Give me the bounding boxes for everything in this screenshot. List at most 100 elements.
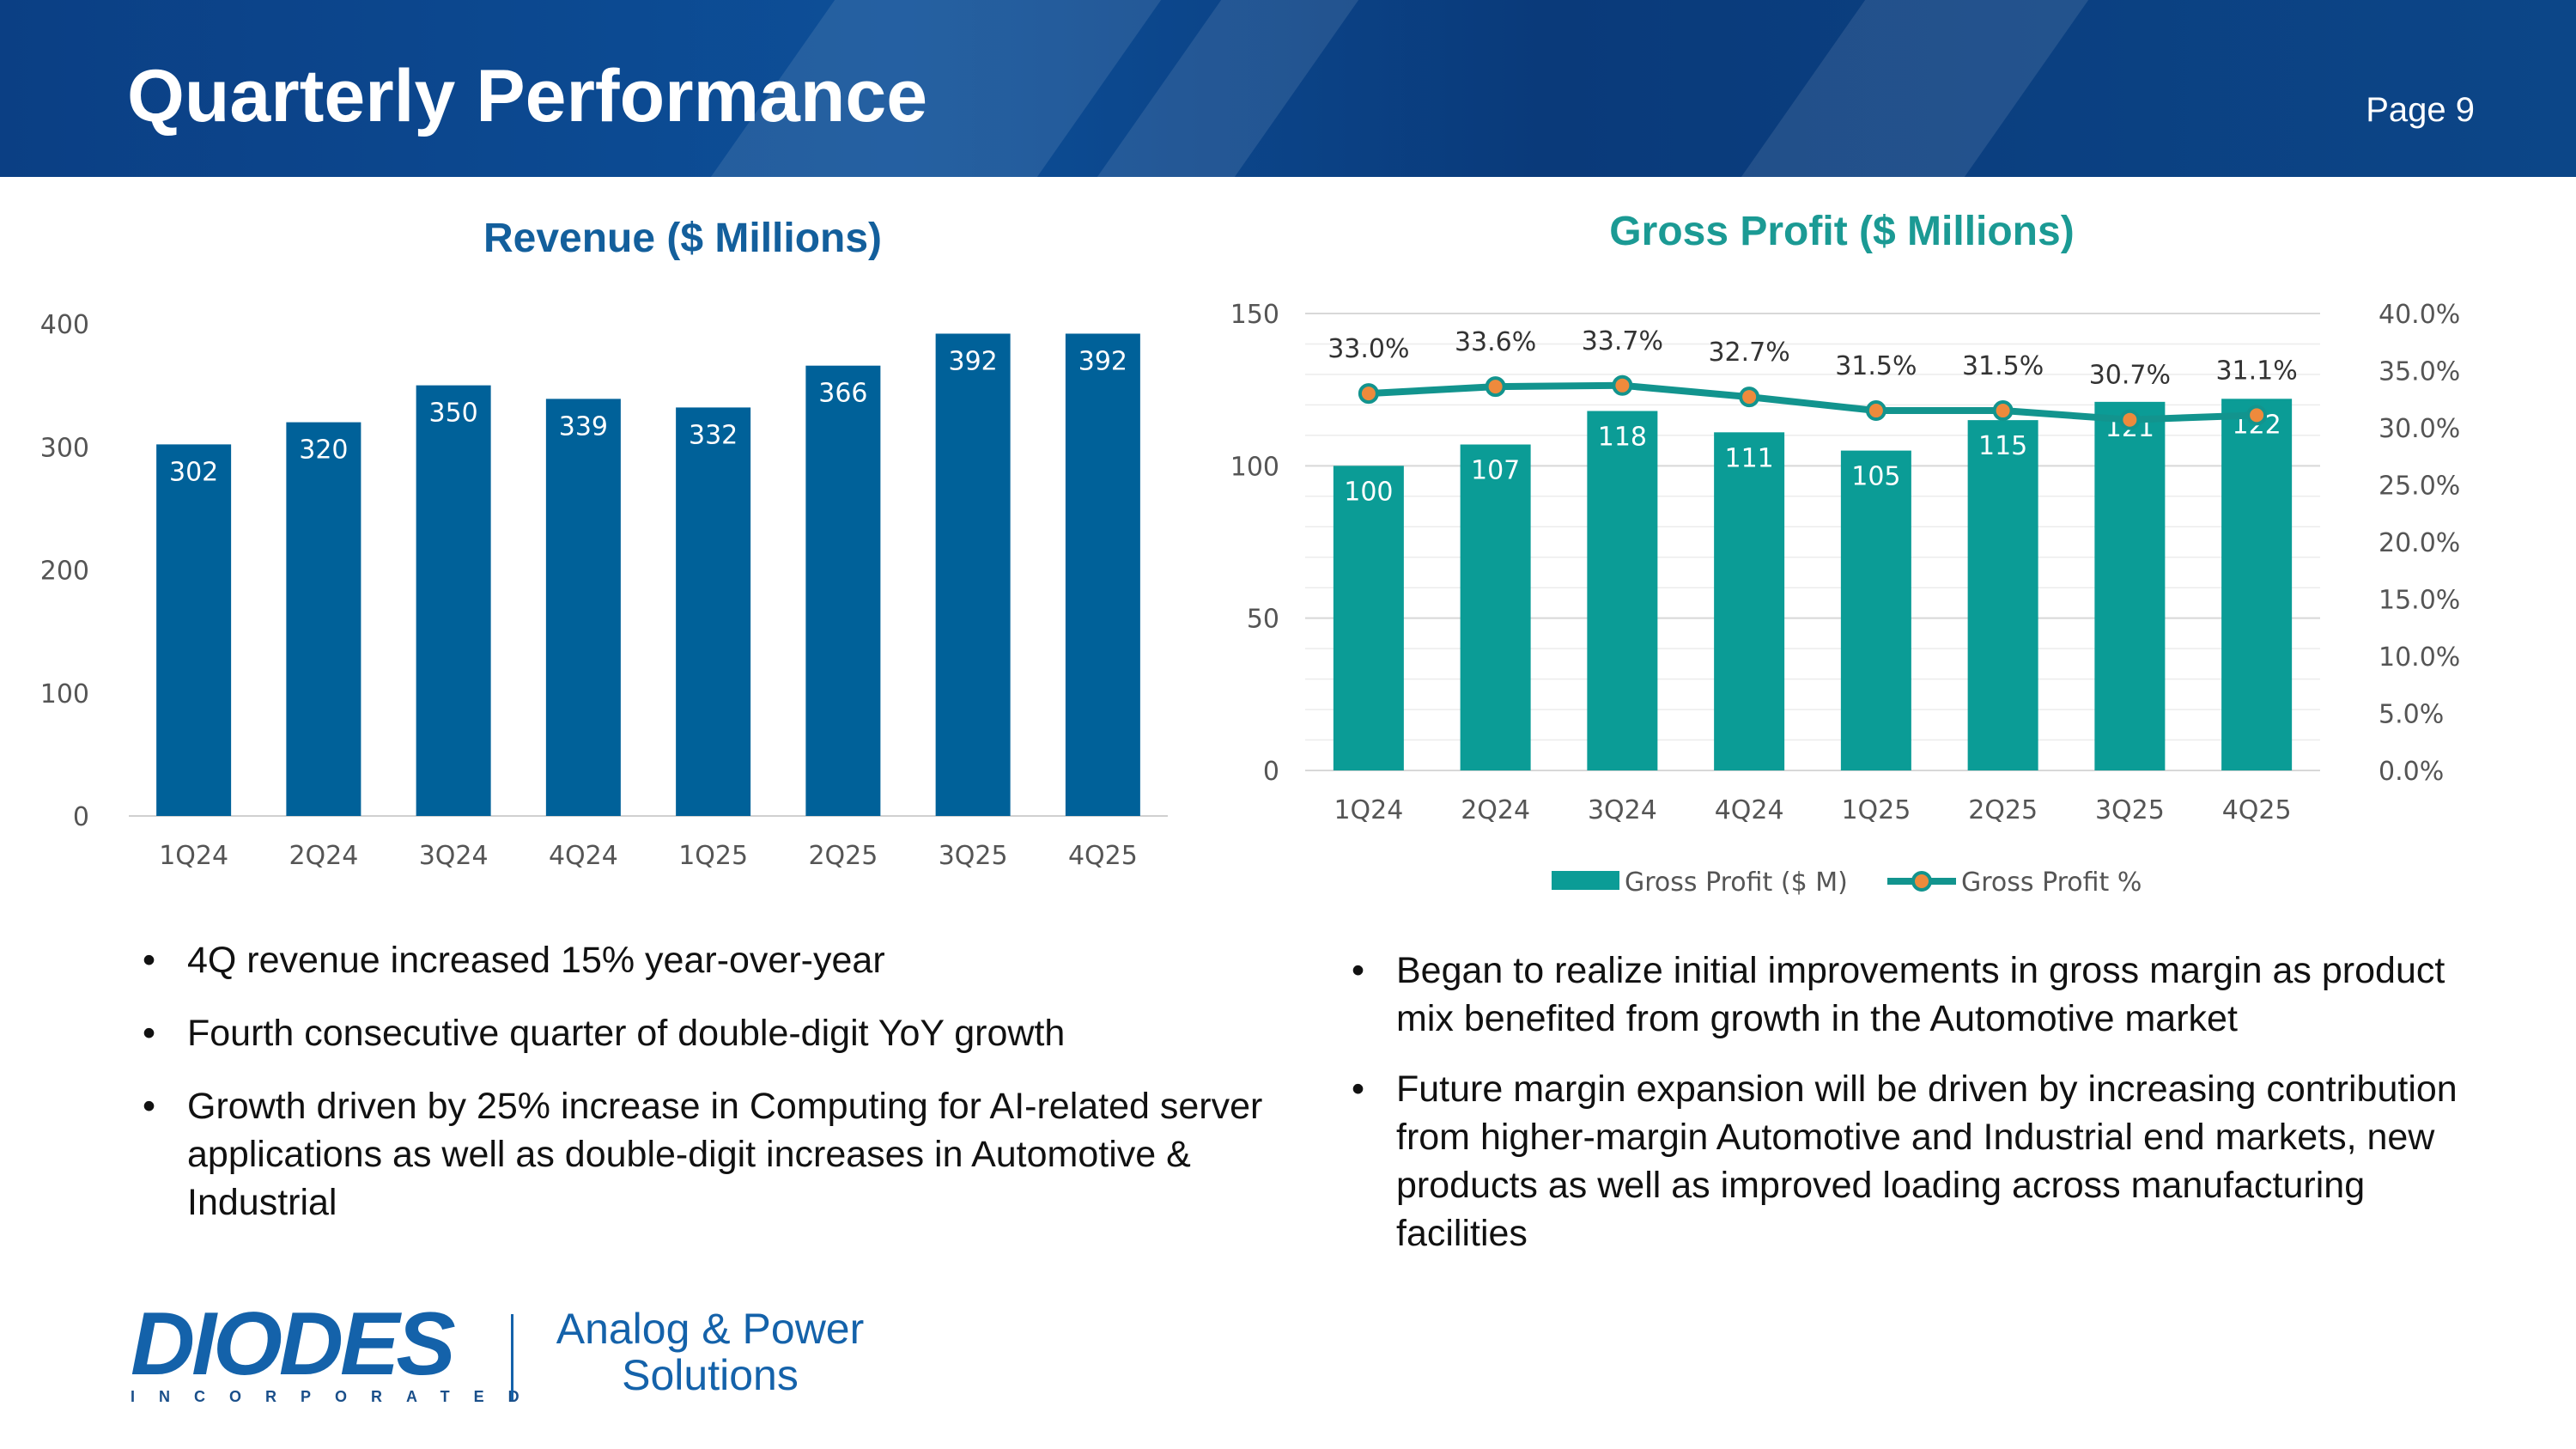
header-banner: Quarterly Performance Page 9 [0,0,2576,177]
logo-wordmark: DIODES [131,1294,456,1394]
revenue-y-tick-label: 300 [40,433,89,463]
revenue-bar [416,385,491,816]
gross-profit-y2-tick-label: 35.0% [2379,357,2460,387]
gross-profit-x-tick-label: 1Q24 [1334,795,1403,825]
gross-profit-bar [1967,420,2038,770]
gross-profit-x-tick-label: 2Q24 [1461,795,1530,825]
revenue-bullet: Growth driven by 25% increase in Computi… [137,1082,1271,1227]
revenue-x-tick-label: 1Q24 [159,841,228,871]
gross-profit-bar [2094,401,2166,770]
gross-profit-bar-label: 105 [1851,462,1900,492]
legend-bar-label: Gross Profit ($ M) [1625,868,1848,898]
revenue-bar [805,365,881,817]
revenue-x-tick-label: 4Q25 [1068,841,1138,871]
gross-profit-percent-label: 31.1% [2215,356,2297,386]
gross-profit-x-tick-label: 1Q25 [1841,795,1911,825]
gross-profit-bar [1840,450,1911,770]
revenue-bar [156,444,232,816]
revenue-bar [286,422,361,816]
gross-profit-y2-tick-label: 10.0% [2379,642,2460,673]
revenue-chart-title: Revenue ($ Millions) [483,216,883,261]
gross-profit-percent-label: 31.5% [1962,351,2044,381]
gross-profit-x-tick-label: 2Q25 [1968,795,2038,825]
gross-profit-y2-tick-label: 5.0% [2379,700,2444,730]
gross-profit-percent-label: 32.7% [1708,338,1789,368]
revenue-y-tick-label: 200 [40,557,89,587]
revenue-bar-label: 366 [818,379,867,409]
gross-profit-x-tick-label: 3Q24 [1588,795,1657,825]
gross-profit-percent-line [1368,381,2257,423]
gross-profit-y2-tick-label: 20.0% [2379,528,2460,558]
company-tagline: Analog & Power Solutions [556,1305,865,1399]
gross-profit-percent-marker [1865,400,1886,422]
gross-profit-y2-tick-label: 15.0% [2379,586,2460,616]
gross-profit-y-tick-label: 0 [1263,757,1279,787]
logo-divider [511,1314,513,1400]
gross-profit-bullet: Future margin expansion will be driven b… [1346,1065,2463,1257]
gross-profit-percent-marker [1992,400,2014,422]
gross-profit-y2-tick-label: 30.0% [2379,414,2460,444]
revenue-bar-label: 302 [169,457,218,487]
gross-profit-chart-title: Gross Profit ($ Millions) [1609,209,2075,254]
legend-line-label: Gross Profit % [1961,868,2142,898]
revenue-x-tick-label: 2Q24 [289,841,358,871]
gross-profit-percent-marker [1739,387,1760,408]
revenue-bar [1065,333,1140,817]
revenue-x-tick-label: 3Q25 [939,841,1008,871]
gross-profit-percent-label: 30.7% [2089,361,2171,391]
revenue-bar-label: 332 [689,420,738,450]
revenue-bar [935,333,1011,817]
gross-profit-bar-label: 118 [1598,422,1647,452]
revenue-bar-label: 392 [948,346,997,376]
company-logo: DIODES INCORPORATED [131,1294,544,1406]
page-number: Page 9 [2366,91,2475,129]
page-title: Quarterly Performance [127,55,928,137]
revenue-bar [545,399,621,816]
gross-profit-bar-label: 100 [1344,477,1393,507]
revenue-bar-label: 350 [428,399,477,429]
revenue-y-tick-label: 0 [73,802,89,832]
revenue-bullet-list: 4Q revenue increased 15% year-over-year … [137,936,1271,1251]
revenue-bullet: 4Q revenue increased 15% year-over-year [137,936,1271,984]
revenue-bar [676,407,751,816]
gross-profit-bar-label: 107 [1471,456,1520,486]
revenue-bar-label: 320 [299,435,348,466]
gross-profit-y-tick-label: 50 [1247,605,1279,635]
gross-profit-percent-marker [2246,405,2268,426]
gross-profit-x-tick-label: 4Q24 [1715,795,1784,825]
gross-profit-bar-label: 115 [1978,431,2027,461]
logo-subtitle: INCORPORATED [131,1388,544,1405]
gross-profit-percent-label: 31.5% [1835,351,1917,381]
revenue-bar-label: 339 [559,411,608,441]
revenue-bar-label: 392 [1078,346,1127,376]
revenue-y-tick-label: 400 [40,310,89,340]
revenue-bullet: Fourth consecutive quarter of double-dig… [137,1009,1271,1057]
gross-profit-bar [2221,399,2293,770]
gross-profit-bar [1460,444,1531,770]
gross-profit-percent-label: 33.0% [1327,334,1409,364]
gross-profit-y2-tick-label: 25.0% [2379,472,2460,502]
gross-profit-x-tick-label: 4Q25 [2222,795,2292,825]
gross-profit-bar [1587,411,1658,770]
gross-profit-x-tick-label: 3Q25 [2095,795,2165,825]
gross-profit-percent-label: 33.6% [1455,327,1536,357]
gross-profit-y2-tick-label: 40.0% [2379,300,2460,330]
revenue-x-tick-label: 2Q25 [808,841,878,871]
gross-profit-bar [1333,466,1404,770]
gross-profit-percent-label: 33.7% [1582,326,1663,356]
gross-profit-y-tick-label: 150 [1230,300,1279,330]
gross-profit-bar-label: 111 [1724,443,1773,473]
legend-bar-swatch [1552,871,1619,890]
gross-profit-bar [1714,432,1785,770]
gross-profit-percent-marker [1485,376,1506,398]
revenue-x-tick-label: 4Q24 [549,841,618,871]
gross-profit-percent-marker [1612,374,1633,396]
gross-profit-bullet-list: Began to realize initial improvements in… [1346,947,2463,1280]
gross-profit-y2-tick-label: 0.0% [2379,757,2444,787]
revenue-x-tick-label: 1Q25 [678,841,748,871]
gross-profit-bullet: Began to realize initial improvements in… [1346,947,2463,1043]
legend-line-marker [1911,871,1932,892]
revenue-x-tick-label: 3Q24 [419,841,489,871]
revenue-y-tick-label: 100 [40,679,89,709]
